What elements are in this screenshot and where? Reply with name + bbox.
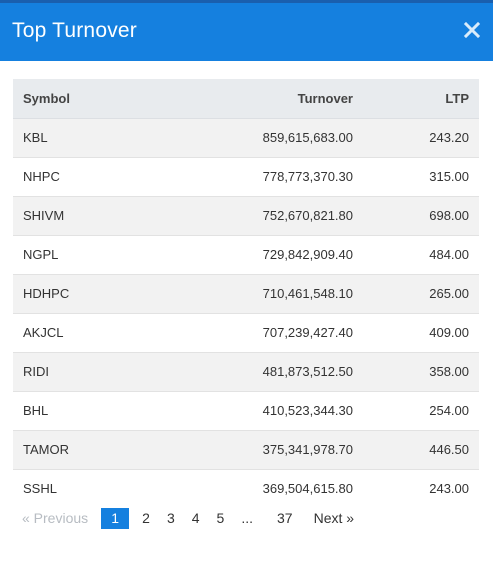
- table-row: NGPL 729,842,909.40 484.00: [13, 235, 479, 275]
- cell-turnover: 778,773,370.30: [173, 157, 353, 197]
- previous-page-link[interactable]: « Previous: [22, 510, 89, 526]
- cell-ltp: 265.00: [353, 274, 479, 314]
- table-row: TAMOR 375,341,978.70 446.50: [13, 430, 479, 470]
- table-row: KBL 859,615,683.00 243.20: [13, 118, 479, 158]
- cell-symbol: BHL: [13, 391, 173, 431]
- cell-turnover: 375,341,978.70: [173, 430, 353, 470]
- cell-symbol: SHIVM: [13, 196, 173, 236]
- cell-turnover: 707,239,427.40: [173, 313, 353, 353]
- modal-header: Top Turnover: [0, 3, 493, 61]
- next-page-link[interactable]: Next »: [313, 510, 355, 526]
- pagination: « Previous 1 2 3 4 5 ... 37 Next »: [13, 508, 354, 529]
- page-link-4[interactable]: 4: [191, 510, 200, 526]
- cell-symbol: NHPC: [13, 157, 173, 197]
- cell-turnover: 481,873,512.50: [173, 352, 353, 392]
- cell-ltp: 484.00: [353, 235, 479, 275]
- table-body: KBL 859,615,683.00 243.20 NHPC 778,773,3…: [13, 118, 479, 508]
- cell-turnover: 369,504,615.80: [262, 481, 353, 497]
- cell-symbol: HDHPC: [13, 274, 173, 314]
- modal-title: Top Turnover: [12, 19, 137, 42]
- cell-ltp: 254.00: [353, 391, 479, 431]
- page-link-5[interactable]: 5: [216, 510, 225, 526]
- cell-symbol: AKJCL: [13, 313, 173, 353]
- column-header-symbol[interactable]: Symbol: [13, 79, 173, 119]
- page-link-2[interactable]: 2: [142, 510, 150, 526]
- cell-ltp: 315.00: [353, 157, 479, 197]
- cell-turnover: 752,670,821.80: [173, 196, 353, 236]
- cell-ltp: 409.00: [353, 313, 479, 353]
- cell-turnover: 859,615,683.00: [173, 118, 353, 158]
- table-row: SSHL 369,504,615.80 243.00: [13, 469, 479, 508]
- cell-symbol: RIDI: [13, 352, 173, 392]
- column-header-ltp[interactable]: LTP: [353, 79, 479, 119]
- cell-symbol: TAMOR: [13, 430, 173, 470]
- cell-ltp: 358.00: [353, 352, 479, 392]
- close-button[interactable]: [463, 21, 481, 39]
- cell-turnover: 710,461,548.10: [173, 274, 353, 314]
- turnover-table: Symbol Turnover LTP KBL 859,615,683.00 2…: [13, 79, 479, 508]
- table-row: RIDI 481,873,512.50 358.00: [13, 352, 479, 392]
- cell-ltp: 243.00: [429, 481, 469, 497]
- table-header: Symbol Turnover LTP: [13, 79, 479, 119]
- cell-ltp: 698.00: [353, 196, 479, 236]
- table-row: HDHPC 710,461,548.10 265.00: [13, 274, 479, 314]
- page-link-last[interactable]: 37: [277, 510, 293, 526]
- cell-symbol: NGPL: [13, 235, 173, 275]
- cell-turnover: 729,842,909.40: [173, 235, 353, 275]
- cell-symbol: SSHL: [23, 481, 57, 497]
- cell-turnover: 410,523,344.30: [173, 391, 353, 431]
- cell-ltp: 446.50: [353, 430, 479, 470]
- cell-symbol: KBL: [13, 118, 173, 158]
- table-row: BHL 410,523,344.30 254.00: [13, 391, 479, 431]
- page-link-3[interactable]: 3: [166, 510, 175, 526]
- close-icon: [463, 21, 481, 39]
- column-header-turnover[interactable]: Turnover: [173, 79, 353, 119]
- cell-ltp: 243.20: [353, 118, 479, 158]
- page-link-1[interactable]: 1: [101, 508, 130, 529]
- table-row: NHPC 778,773,370.30 315.00: [13, 157, 479, 197]
- pagination-ellipsis: ...: [241, 510, 254, 526]
- table-row: SHIVM 752,670,821.80 698.00: [13, 196, 479, 236]
- header-row: Symbol Turnover LTP: [13, 79, 479, 119]
- table-row: AKJCL 707,239,427.40 409.00: [13, 313, 479, 353]
- top-strip: [0, 0, 493, 3]
